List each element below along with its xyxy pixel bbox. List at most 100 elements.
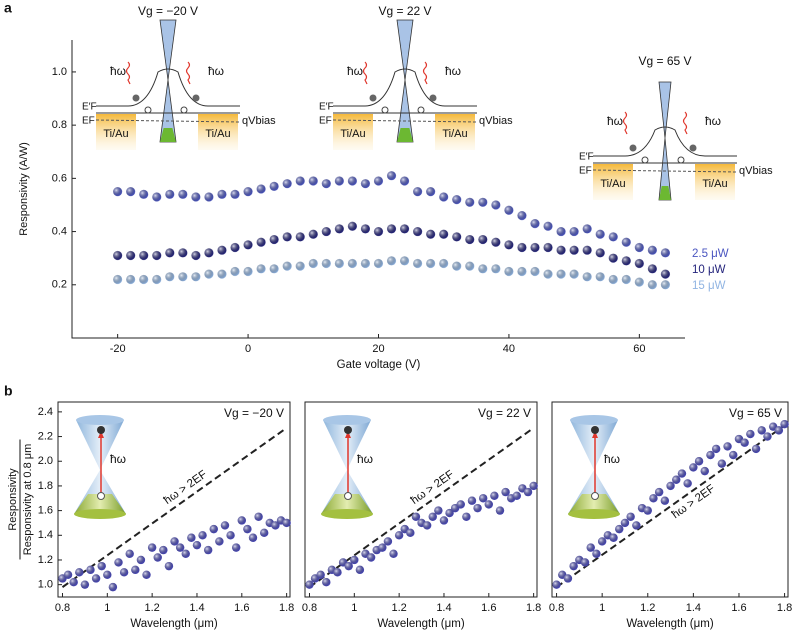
x-tick-label: 20 (372, 343, 384, 355)
data-point-shine (582, 272, 592, 282)
data-point-shine (529, 481, 538, 491)
data-point-shine (609, 533, 618, 542)
data-point-shine (243, 266, 253, 277)
data-point-shine (439, 192, 449, 202)
data-point-shine (209, 524, 218, 534)
data-point-shine (175, 543, 185, 552)
data-point-shine (97, 561, 106, 571)
data-point-shine (490, 491, 499, 500)
data-point-shine (478, 197, 488, 207)
data-point-shine (428, 512, 437, 521)
data-point-shine (478, 234, 488, 245)
data-point-shine (164, 561, 174, 571)
arrow-head (592, 431, 598, 438)
data-point-shine (69, 577, 78, 587)
data-point-shine (215, 537, 224, 546)
data-point-shine (386, 171, 397, 181)
contact-label: Ti/Au (600, 178, 625, 190)
data-point-shine (569, 561, 578, 571)
data-point-shine (700, 466, 709, 476)
photon (422, 61, 428, 85)
hole (180, 106, 188, 114)
fermi-label: EF (82, 116, 95, 127)
fermi-label: EF (319, 116, 332, 127)
lower-cone-bottom (74, 509, 126, 519)
gate-label: Vg = 22 V (378, 4, 431, 18)
data-point-shine (439, 516, 449, 525)
panel-title: Vg = −20 V (224, 406, 284, 420)
data-point-shine (295, 261, 305, 271)
data-point-shine (373, 258, 384, 269)
arrow-head (345, 431, 351, 438)
data-point-shine (256, 237, 266, 247)
data-point-shine (322, 577, 331, 587)
gate-label: Vg = 65 V (638, 54, 691, 68)
plot-frame (304, 401, 538, 598)
x-tick-label: 1 (599, 602, 605, 614)
data-point-shine (582, 224, 592, 234)
data-point-shine (308, 258, 318, 269)
data-point-shine (677, 469, 687, 478)
contact-label: Ti/Au (442, 128, 467, 140)
plot-frame (57, 401, 291, 598)
x-tick-label: 1 (104, 602, 110, 614)
data-point-shine (465, 234, 475, 245)
data-point-shine (373, 176, 384, 186)
x-tick-label: 0.8 (302, 602, 317, 614)
data-point-shine (462, 512, 471, 521)
data-point-shine (660, 248, 671, 258)
data-point-shine (426, 187, 436, 197)
data-point-shine (63, 570, 73, 579)
data-point-shine (746, 429, 755, 439)
photon-label: ħω (110, 452, 126, 466)
data-point-shine (333, 568, 342, 577)
data-point-shine (243, 187, 253, 197)
upper-cone (323, 420, 371, 470)
y-tick-label: 2.0 (38, 455, 53, 467)
data-point-shine (706, 450, 715, 460)
data-point-shine (543, 221, 553, 231)
y-tick-label: 1.6 (38, 505, 53, 517)
dirac-cone (658, 81, 672, 139)
data-point-shine (334, 224, 344, 234)
bias-label: qVbias (242, 115, 276, 127)
data-point-shine (399, 176, 410, 186)
photon-label: ħω (208, 64, 224, 78)
data-point-shine (165, 248, 175, 258)
data-point-shine (217, 189, 227, 199)
data-point-shine (170, 537, 179, 546)
data-point-shine (260, 528, 269, 538)
photon-label: ħω (357, 452, 373, 466)
y-tick-label: 1.8 (38, 480, 53, 492)
data-point-shine (103, 570, 112, 579)
data-point-shine (586, 543, 595, 552)
data-point-shine (230, 242, 240, 253)
data-point-shine (142, 570, 151, 579)
data-point-shine (108, 582, 118, 592)
data-point-shine (595, 229, 605, 239)
data-point-shine (347, 258, 358, 269)
data-point-shine (203, 545, 213, 555)
x-axis-label: Wavelength (μm) (377, 618, 465, 630)
contact (695, 164, 735, 200)
data-point-shine (366, 553, 376, 562)
y-tick-label: 1.2 (38, 554, 53, 566)
fermi-label: E′F (82, 102, 97, 113)
fermi-line (592, 169, 738, 173)
x-tick-label: 1.2 (391, 602, 406, 614)
data-point-shine (495, 506, 505, 515)
data-point-shine (569, 226, 579, 237)
data-point-shine (399, 224, 410, 234)
x-tick-label: 40 (503, 343, 515, 355)
data-point-shine (491, 237, 501, 247)
data-point-shine (386, 224, 397, 234)
upper-cone-top (323, 415, 371, 425)
data-point-shine (80, 580, 90, 589)
panel-title: Vg = 22 V (478, 406, 531, 420)
lower-cone-filled (568, 494, 620, 514)
data-point-shine (269, 264, 279, 274)
data-point-shine (373, 226, 384, 237)
data-point-shine (386, 256, 397, 266)
